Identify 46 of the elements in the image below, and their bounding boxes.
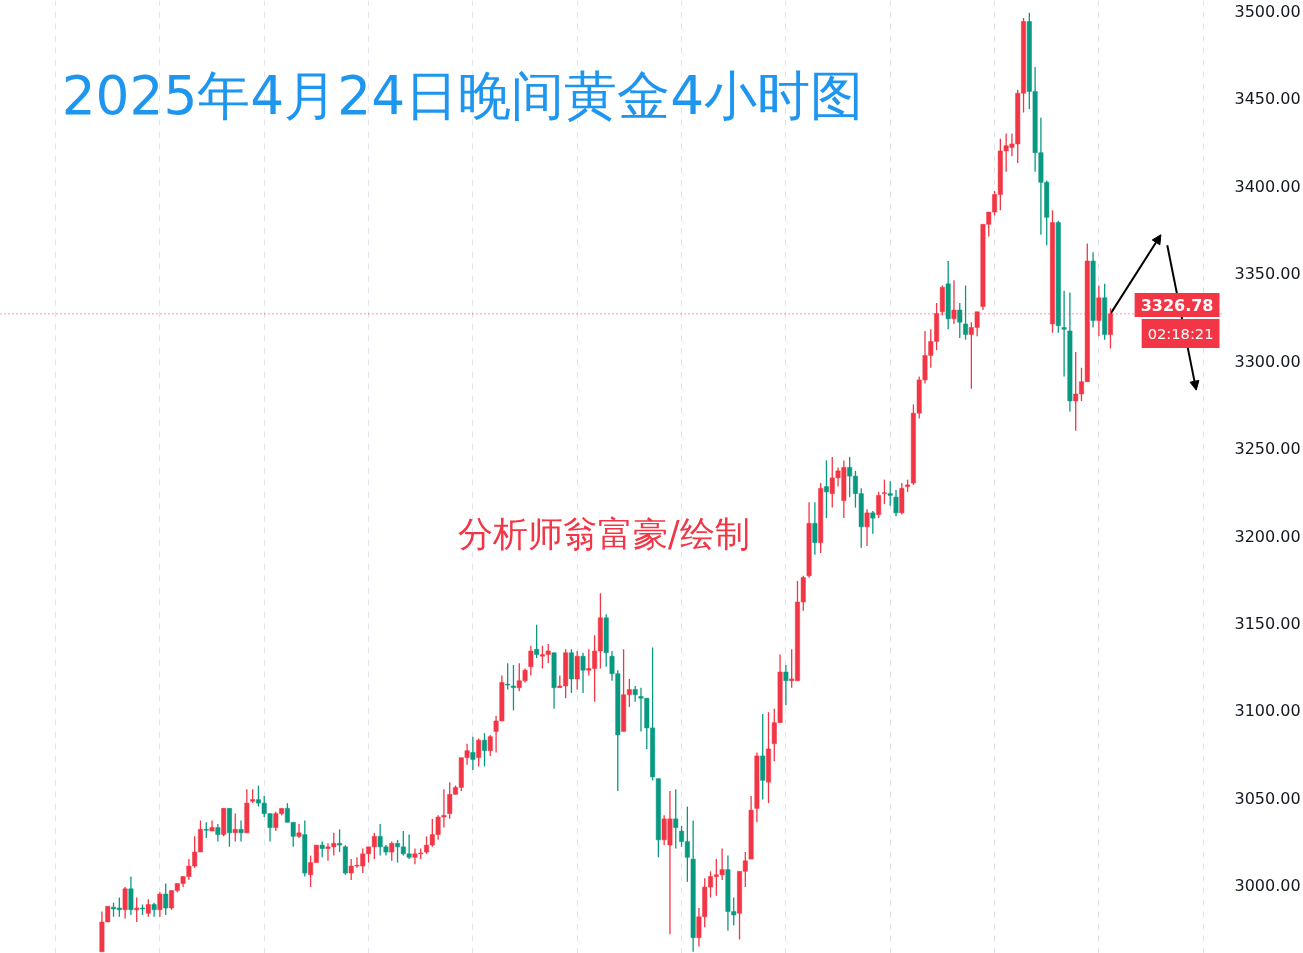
candlestick: [157, 891, 163, 918]
candlestick: [876, 491, 882, 519]
candlestick: [337, 828, 343, 853]
candlestick: [574, 650, 580, 691]
candlestick: [389, 840, 395, 862]
candlestick: [470, 736, 476, 771]
candlestick: [134, 896, 140, 923]
candlestick: [122, 886, 128, 920]
y-tick-label: 3200.00: [1234, 526, 1301, 546]
candlestick: [824, 459, 829, 519]
y-tick-label: 3400.00: [1234, 176, 1301, 196]
candlestick: [487, 734, 493, 757]
y-tick-label: 3250.00: [1234, 439, 1301, 459]
y-tick-label: 3450.00: [1234, 89, 1301, 109]
candlestick: [128, 875, 134, 916]
candlestick: [963, 284, 969, 341]
candlestick: [783, 664, 789, 706]
candlestick: [957, 302, 963, 339]
y-tick-label: 3300.00: [1234, 351, 1301, 371]
candlestick: [238, 819, 244, 843]
candlestick: [881, 478, 887, 505]
y-tick-label: 3100.00: [1234, 701, 1301, 721]
candlestick: [893, 489, 899, 517]
candlestick: [476, 737, 482, 768]
candlestick: [864, 508, 870, 547]
candlestick: [482, 732, 487, 768]
annotation: 02:18:21: [1147, 324, 1214, 342]
candlestick: [1061, 290, 1067, 378]
candlestick: [534, 624, 540, 659]
candlestick: [580, 652, 586, 694]
candlestick: [887, 480, 893, 507]
ref-line-label: 3326.78: [1140, 295, 1214, 315]
candlestick: [296, 823, 302, 839]
candlestick: [870, 510, 876, 535]
y-tick-label: 3000.00: [1234, 876, 1301, 896]
candlestick: [812, 501, 818, 556]
y-tick-label: 3500.00: [1234, 1, 1301, 21]
candlestick: [163, 882, 169, 916]
y-tick-label: 3350.00: [1234, 264, 1301, 284]
text: 2025年4月24日晚间黄金4小时图: [61, 64, 864, 128]
y-tick-label: 3150.00: [1234, 614, 1301, 634]
y-tick-label: 3050.00: [1234, 788, 1301, 808]
candlestick: [232, 812, 238, 843]
candlestick: [673, 788, 679, 850]
candlestick: [528, 645, 534, 677]
annotation: 分析师翁富豪/绘制: [457, 514, 750, 555]
